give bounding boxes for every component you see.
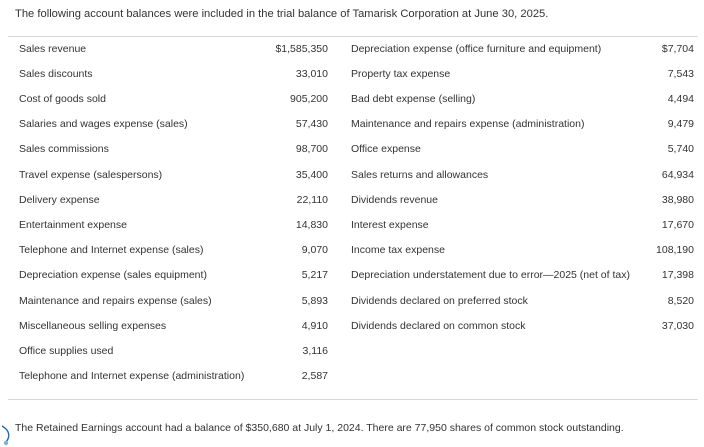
left-account-value: 98,700 [295, 143, 328, 155]
right-account-name: Depreciation expense (office furniture a… [351, 43, 602, 55]
left-account-name: Salaries and wages expense (sales) [19, 118, 188, 130]
table-row: Sales discounts 33,010 Property tax expe… [8, 62, 698, 87]
table-row: Miscellaneous selling expenses 4,910 Div… [8, 314, 698, 339]
left-account-value: 33,010 [295, 68, 328, 80]
right-account-name: Income tax expense [351, 244, 445, 256]
right-account-value: 4,494 [667, 93, 694, 105]
corner-curl-icon [1, 425, 10, 446]
left-account-value: 4,910 [301, 320, 328, 332]
right-account-value: 64,934 [661, 169, 694, 181]
left-account-value: 5,893 [301, 295, 328, 307]
table-row: Maintenance and repairs expense (sales) … [8, 289, 698, 314]
right-account-value: 38,980 [661, 194, 694, 206]
right-account-name: Interest expense [351, 219, 429, 231]
right-account-name: Depreciation understatement due to error… [351, 269, 630, 281]
right-account-name: Property tax expense [351, 68, 451, 80]
left-account-name: Office supplies used [19, 345, 114, 357]
table-row: Salaries and wages expense (sales) 57,43… [8, 112, 698, 137]
left-account-name: Cost of goods sold [19, 93, 106, 105]
table-row: Office supplies used 3,116 [8, 339, 698, 364]
right-account-value: 108,190 [656, 244, 694, 256]
left-account-value: 5,217 [301, 269, 328, 281]
table-row: Sales commissions 98,700 Office expense … [8, 137, 698, 162]
left-account-name: Telephone and Internet expense (administ… [19, 370, 245, 382]
left-account-name: Entertainment expense [19, 219, 127, 231]
table-row: Telephone and Internet expense (sales) 9… [8, 238, 698, 263]
left-account-value: 14,830 [295, 219, 328, 231]
right-account-name: Bad debt expense (selling) [351, 93, 476, 105]
table-row: Travel expense (salespersons) 35,400 Sal… [8, 163, 698, 188]
table-row: Entertainment expense 14,830 Interest ex… [8, 213, 698, 238]
left-account-name: Telephone and Internet expense (sales) [19, 244, 204, 256]
left-account-value: 2,587 [301, 370, 328, 382]
right-account-value: 7,543 [667, 68, 694, 80]
table-row: Depreciation expense (sales equipment) 5… [8, 263, 698, 288]
right-account-value: 17,398 [661, 269, 694, 281]
table-row: Delivery expense 22,110 Dividends revenu… [8, 188, 698, 213]
left-account-name: Sales commissions [19, 143, 109, 155]
left-account-value: 57,430 [295, 118, 328, 130]
right-account-name: Dividends declared on common stock [351, 320, 526, 332]
table-row: Cost of goods sold 905,200 Bad debt expe… [8, 87, 698, 112]
left-account-value: 9,070 [301, 244, 328, 256]
footer-note: The Retained Earnings account had a bala… [15, 422, 624, 434]
left-account-name: Travel expense (salespersons) [19, 169, 163, 181]
intro-text: The following account balances were incl… [15, 8, 549, 20]
right-account-value: 9,479 [667, 118, 694, 130]
left-account-name: Depreciation expense (sales equipment) [19, 269, 207, 281]
right-account-name: Office expense [351, 143, 421, 155]
left-account-value: 22,110 [296, 194, 328, 206]
right-account-value: 8,520 [667, 295, 694, 307]
left-account-name: Maintenance and repairs expense (sales) [19, 295, 212, 307]
left-account-name: Delivery expense [19, 194, 100, 206]
left-account-value: 905,200 [290, 93, 328, 105]
left-account-value: $1,585,350 [275, 43, 328, 55]
left-account-name: Miscellaneous selling expenses [19, 320, 167, 332]
right-account-name: Maintenance and repairs expense (adminis… [351, 118, 585, 130]
right-account-value: $7,704 [661, 43, 694, 55]
table-row: Telephone and Internet expense (administ… [8, 364, 698, 389]
left-account-value: 3,116 [302, 345, 329, 357]
left-account-value: 35,400 [295, 169, 328, 181]
left-account-name: Sales revenue [19, 43, 87, 55]
right-account-name: Dividends declared on preferred stock [351, 295, 528, 307]
right-account-name: Sales returns and allowances [351, 169, 489, 181]
right-account-value: 5,740 [667, 143, 694, 155]
table-row: Sales revenue $1,585,350 Depreciation ex… [8, 37, 698, 62]
right-account-value: 37,030 [661, 320, 694, 332]
right-account-value: 17,670 [661, 219, 694, 231]
right-account-name: Dividends revenue [351, 194, 438, 206]
left-account-name: Sales discounts [19, 68, 93, 80]
account-balances-table: Sales revenue $1,585,350 Depreciation ex… [8, 36, 698, 400]
